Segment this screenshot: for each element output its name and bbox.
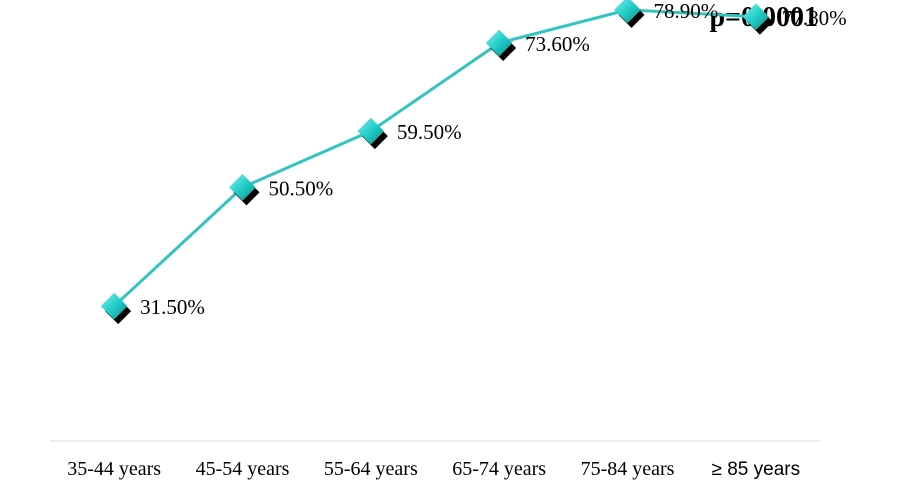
x-tick-label-3: 65-74 years bbox=[452, 458, 546, 480]
data-label-2: 59.50% bbox=[397, 120, 462, 144]
data-label-3: 73.60% bbox=[525, 32, 590, 56]
data-point-marker bbox=[742, 3, 770, 31]
data-point-marker bbox=[100, 292, 128, 320]
x-tick-label-4: 75-84 years bbox=[581, 458, 675, 480]
data-point-3 bbox=[485, 29, 517, 61]
data-point-0 bbox=[100, 292, 132, 325]
data-label-5: 77.80% bbox=[782, 6, 847, 30]
x-tick-label-5: ≥ 85 years bbox=[712, 459, 801, 480]
data-point-4 bbox=[614, 0, 645, 28]
data-point-marker bbox=[485, 29, 513, 57]
data-label-4: 78.90% bbox=[654, 0, 719, 23]
data-label-1: 50.50% bbox=[269, 176, 334, 200]
x-tick-label-1: 45-54 years bbox=[196, 458, 290, 480]
data-label-0: 31.50% bbox=[140, 295, 205, 319]
series-line bbox=[113, 8, 756, 308]
data-point-1 bbox=[229, 174, 260, 206]
data-point-marker bbox=[357, 117, 385, 145]
data-point-2 bbox=[357, 117, 388, 150]
data-point-5 bbox=[742, 3, 773, 35]
x-tick-label-0: 35-44 years bbox=[67, 458, 161, 480]
data-point-marker bbox=[229, 174, 256, 201]
data-point-marker bbox=[614, 0, 641, 24]
x-tick-label-2: 55-64 years bbox=[324, 458, 418, 480]
